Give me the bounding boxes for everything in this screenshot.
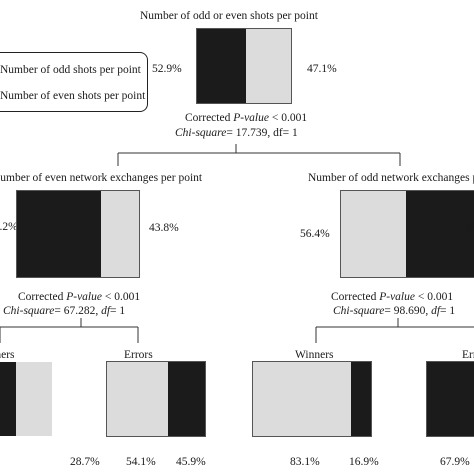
left-node-pct-right: 43.8% [149, 222, 179, 234]
leaf-rl-bar-dark [351, 362, 371, 436]
left-node-title: Number of even network exchanges per poi… [0, 172, 203, 184]
leaf-lr-bar-light [107, 362, 168, 436]
leaf-ll-label-clip: Winners [0, 348, 16, 364]
root-pct-right: 47.1% [307, 63, 337, 75]
left-node-pct-left: 56.2% [0, 221, 16, 233]
root-bar-frame [196, 28, 292, 104]
legend-even: Number of even shots per point [0, 90, 146, 102]
leaf-rl-bar-frame [252, 361, 372, 437]
leaf-rl-pct-right: 16.9% [349, 456, 379, 468]
left-node-chisquare: Chi-square= 67.282, df= 1 [3, 305, 126, 317]
legend-odd: Number of odd shots per point [0, 64, 141, 76]
leaf-ll-pct-right: 28.7% [70, 456, 100, 468]
leaf-rl-bar-light [253, 362, 351, 436]
leaf-ll-bar-dark [0, 362, 16, 436]
root-pct-left: 52.9% [152, 63, 182, 75]
leaf-lr-pct-left: 54.1% [126, 456, 156, 468]
right-node-bar-odd [341, 191, 406, 277]
right-node-pct-right: 43.6% [465, 222, 474, 234]
left-node-pct-left-clip: 56.2% [0, 220, 16, 236]
root-bar-even [246, 29, 291, 103]
legend-box [0, 52, 148, 112]
leaf-ll-label: Winners [0, 349, 15, 361]
leaf-rl-label: Winners [295, 349, 334, 361]
leaf-rr-label-clip: Errors [460, 348, 474, 364]
leaf-rr-label: Errors [462, 349, 474, 361]
left-node-bar-odd [101, 191, 139, 277]
right-node-pvalue: Corrected P-value < 0.001 [331, 291, 454, 303]
leaf-rr-bar-dark [427, 362, 474, 436]
leaf-lr-bar-dark [168, 362, 205, 436]
left-node-bar-even [17, 191, 101, 277]
leaf-lr-pct-right: 45.9% [176, 456, 206, 468]
root-title: Number of odd or even shots per point [140, 10, 318, 22]
left-node-bar-frame [16, 190, 140, 278]
right-node-chisquare: Chi-square= 98.690, df= 1 [333, 305, 456, 317]
left-node-pvalue: Corrected P-value < 0.001 [18, 291, 141, 303]
root-pvalue: Corrected P-value < 0.001 [185, 112, 308, 124]
leaf-rr-pct-clip: 67.9% [440, 455, 474, 471]
root-bar-odd [197, 29, 246, 103]
leaf-lr-label: Errors [124, 349, 153, 361]
leaf-rl-pct-left: 83.1% [290, 456, 320, 468]
right-node-bar-even [406, 191, 474, 277]
leaf-rr-pct-left: 67.9% [440, 456, 470, 468]
right-node-title: Number of odd network exchanges per poin… [308, 172, 474, 184]
leaf-lr-bar-frame [106, 361, 206, 437]
right-node-pct-left: 56.4% [300, 228, 330, 240]
leaf-ll-bar-light [16, 362, 52, 436]
root-chisquare: Chi-square= 17.739, df= 1 [175, 127, 298, 139]
